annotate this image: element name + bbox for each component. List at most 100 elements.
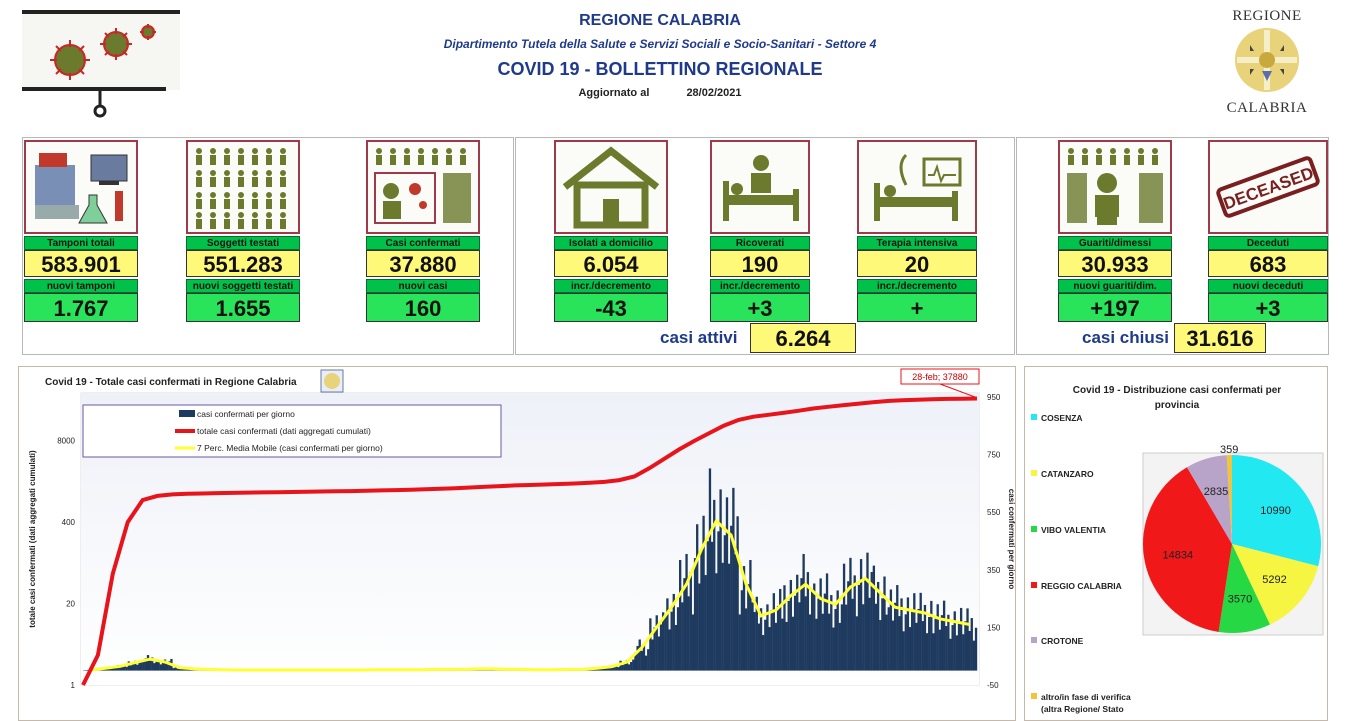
daily-bar [119,667,122,671]
right-tick-label: 750 [987,451,1001,460]
deceased-stamp-icon: DECEASED [1208,140,1328,234]
daily-bar [106,669,109,671]
daily-bar [708,468,712,671]
daily-bar [146,655,150,671]
card-soggetti: Soggetti testati 551.283 nuovi soggetti … [186,140,300,322]
daily-bar [840,604,844,671]
pie-slices [1143,455,1322,633]
province-chart-panel: Covid 19 - Distribuzione casi confermati… [1024,366,1328,721]
card-guariti: Guariti/dimessi 30.933 nuovi guariti/dim… [1058,140,1172,322]
daily-bar [810,590,814,671]
daily-bar [759,608,763,671]
card-sub-value: +3 [710,293,810,322]
daily-bar [891,620,895,671]
card-label: Guariti/dimessi [1058,236,1172,250]
daily-bar [838,622,841,671]
daily-bar [879,620,882,671]
daily-bar [919,592,922,671]
daily-bar [691,614,695,671]
daily-bar [636,645,639,671]
card-value: 30.933 [1058,250,1172,277]
daily-bar [700,549,703,671]
daily-bar [719,489,722,671]
daily-bar [866,552,869,671]
daily-bar [951,625,954,671]
pie-slice-label: 14834 [1163,549,1194,561]
daily-bar [955,635,959,671]
daily-bar [806,572,810,671]
chart-title: Covid 19 - Totale casi confermati in Reg… [45,377,297,388]
daily-bar [685,553,688,671]
daily-bar [834,609,837,671]
daily-bar [936,604,939,671]
right-tick-label: 150 [987,623,1001,632]
daily-bar [129,665,133,671]
daily-bar [870,571,873,671]
pie-slice-label: 10990 [1260,505,1291,517]
card-sub-value: + [857,293,977,322]
annotation-text: 28-feb; 37880 [912,372,968,382]
card-value: 20 [857,250,977,277]
daily-bar [713,499,716,671]
card-value: 683 [1208,250,1328,277]
closed-cases-value: 31.616 [1174,323,1266,353]
daily-bar [908,627,912,671]
legend-swatch-bars [179,410,195,417]
daily-bar [749,560,752,671]
pie-title-line1: Covid 19 - Distribuzione casi confermati… [1073,385,1281,396]
card-label: Deceduti [1208,236,1328,250]
daily-bar [634,652,637,671]
daily-bar [868,597,871,671]
daily-bar [666,598,669,671]
daily-bar [657,636,661,671]
legend-swatch [1031,637,1037,643]
legend-label: altro/in fase di verifica [1041,692,1131,702]
cumulative-total-line [81,396,978,686]
daily-bar [940,615,944,671]
daily-bar [123,664,126,671]
legend-label: CATANZARO [1041,469,1094,479]
daily-bar [148,660,152,671]
recovered-person-icon [1058,140,1172,234]
daily-bar [687,596,690,671]
right-tick-label: -50 [987,681,999,690]
daily-bar [738,614,741,671]
pie-slice [1218,544,1270,633]
daily-bar [779,588,782,671]
daily-bar [647,649,650,671]
emblem-icon [1235,28,1299,92]
cases-chart: Covid 19 - Totale casi confermati in Reg… [28,368,1016,690]
daily-bar [925,633,929,671]
daily-bar [178,667,182,671]
daily-bar [676,607,680,671]
daily-bar [136,664,139,671]
daily-bar [791,616,795,671]
daily-bar [668,629,671,671]
daily-bar [851,598,854,671]
daily-bar [832,627,835,671]
legend-label: COSENZA [1041,413,1083,423]
daily-bar [151,657,154,671]
daily-bar [917,608,920,671]
daily-bar [896,585,899,671]
daily-bar [885,614,888,671]
daily-bar [934,618,937,671]
card-sub-label: nuovi deceduti [1208,279,1328,293]
daily-bar [679,560,682,671]
closed-cases-label: casi chiusi [1082,328,1169,347]
daily-bar [604,667,607,671]
daily-bar [968,630,971,671]
daily-bar [655,615,658,671]
daily-bar [781,618,784,671]
daily-bar [889,589,893,671]
card-tamponi: Tamponi totali 583.901 nuovi tamponi 1.7… [24,140,138,322]
daily-bar [617,667,620,671]
daily-bar [911,610,914,671]
daily-bar [753,612,756,671]
daily-bar [947,614,950,671]
daily-bar [849,557,852,671]
daily-bar [717,531,720,671]
card-sub-value: -43 [554,293,668,322]
daily-bar [945,626,948,671]
card-value: 37.880 [366,250,480,277]
